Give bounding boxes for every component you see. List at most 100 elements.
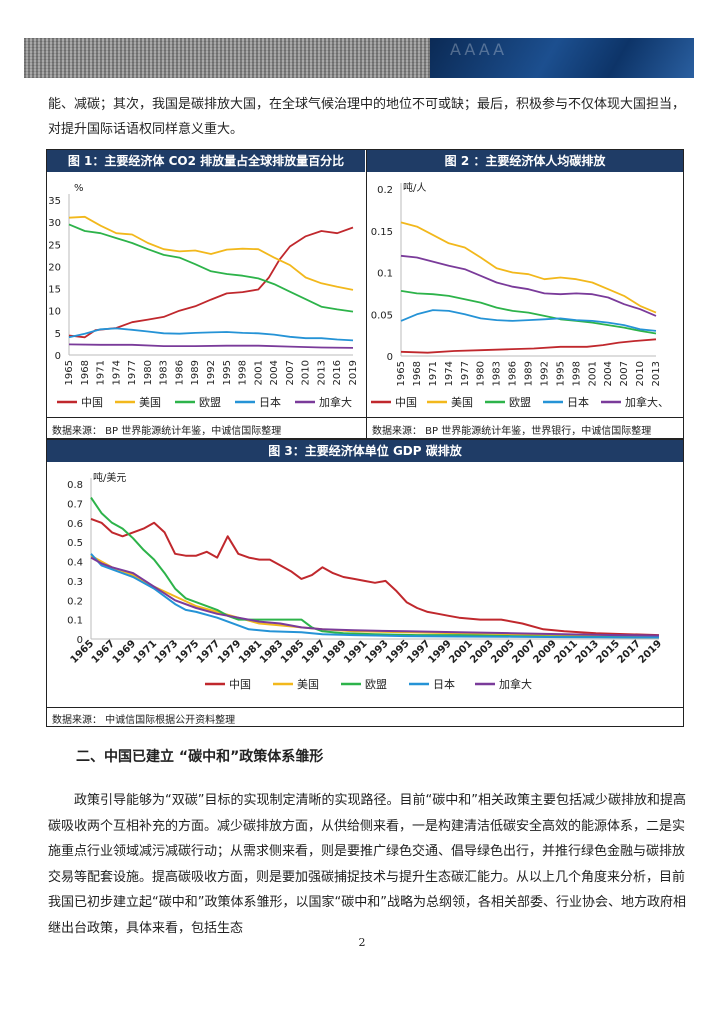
series-line-4	[400, 309, 657, 332]
fig2-source: 数据来源： BP 世界能源统计年鉴，世界银行，中诚信国际整理	[372, 426, 652, 437]
header-title: CCXI 热点专题	[432, 22, 520, 37]
series-line-3	[68, 223, 354, 313]
x-tick-label: 2001	[253, 360, 264, 385]
header-pattern-overlay	[24, 38, 430, 78]
y-tick-label: 0	[387, 352, 393, 363]
x-tick-label: 1965	[396, 361, 407, 386]
legend-label: 中国	[81, 396, 103, 409]
fig3-chart: 00.10.20.30.40.50.60.70.8吨/美元19651967196…	[67, 471, 664, 691]
legend-label: 欧盟	[365, 678, 387, 691]
y-tick-label: 0	[55, 351, 61, 362]
legend-label: 中国	[229, 678, 251, 691]
x-tick-label: 1992	[539, 361, 550, 386]
fig3-source-rule	[46, 707, 684, 708]
x-tick-label: 2004	[269, 360, 280, 385]
y-tick-label: 0.8	[67, 480, 83, 491]
fig3-title: 图 3：主要经济体单位 GDP 碳排放	[47, 440, 683, 462]
series-line-5	[400, 254, 657, 317]
intro-paragraph: 能、减碳；其次，我国是碳排放大国，在全球气候治理中的地位不可或缺；最后，积极参与…	[48, 97, 686, 137]
fig1-source: 数据来源： BP 世界能源统计年鉴，中诚信国际整理	[52, 426, 282, 437]
series-line-5	[90, 556, 660, 637]
y-tick-label: 10	[48, 307, 61, 318]
page-header: AAAA	[24, 38, 694, 78]
fig1-fig2-divider	[366, 149, 367, 439]
x-tick-label: 1965	[64, 360, 75, 385]
header-decoration: AAAA	[450, 40, 508, 59]
x-tick-label: 2001	[587, 361, 598, 386]
x-tick-label: 1971	[428, 361, 439, 386]
y-tick-label: 0.1	[67, 616, 83, 627]
x-tick-label: 1983	[159, 360, 170, 385]
legend-label: 美国	[451, 396, 473, 409]
legend-label: 日本	[259, 395, 281, 409]
x-tick-label: 2007	[619, 361, 630, 386]
y-tick-label: 0.05	[371, 310, 393, 321]
series-line-3	[90, 497, 660, 639]
x-tick-label: 2016	[332, 360, 343, 385]
y-tick-label: 0.2	[67, 596, 83, 607]
y-tick-label: 0.3	[67, 577, 83, 588]
x-tick-label: 1998	[571, 361, 582, 386]
series-line-2	[400, 221, 657, 314]
legend-label: 加拿大、	[625, 395, 669, 409]
y-tick-label: 0.5	[67, 538, 83, 549]
x-tick-label: 1968	[412, 361, 423, 386]
x-tick-label: 2010	[635, 361, 646, 386]
legend-label: 欧盟	[199, 396, 221, 409]
legend-label: 日本	[567, 395, 589, 409]
fig2-title: 图 2 ：主要经济体人均碳排放	[367, 150, 683, 172]
y-tick-label: 0.6	[67, 519, 83, 530]
y-tick-label: 0.1	[377, 269, 393, 280]
header-pattern	[24, 38, 430, 78]
y-axis-unit: 吨/美元	[93, 471, 126, 484]
section-heading: 二、中国已建立 “碳中和”政策体系雏形	[76, 749, 324, 765]
x-tick-label: 1989	[190, 360, 201, 385]
x-tick-label: 1989	[524, 361, 535, 386]
fig1-title: 图 1：主要经济体 CO2 排放量占全球排放量百分比	[47, 150, 365, 172]
figure-3-box	[46, 439, 684, 727]
y-tick-label: 0.4	[67, 558, 83, 569]
x-tick-label: 2019	[637, 638, 664, 665]
x-tick-label: 2019	[348, 360, 359, 385]
legend-label: 日本	[433, 677, 455, 691]
x-tick-label: 1968	[80, 360, 91, 385]
figure-1-2-box	[46, 149, 684, 439]
x-tick-label: 2013	[651, 361, 662, 386]
x-tick-label: 1980	[476, 361, 487, 386]
y-tick-label: 0	[77, 635, 83, 646]
y-tick-label: 25	[48, 240, 61, 251]
series-line-4	[90, 553, 660, 639]
x-tick-label: 2007	[285, 360, 296, 385]
x-tick-label: 1986	[174, 360, 185, 385]
y-tick-label: 5	[55, 329, 61, 340]
series-line-5	[68, 343, 354, 349]
x-tick-label: 1971	[96, 360, 107, 385]
x-tick-label: 1974	[444, 361, 455, 386]
x-tick-label: 1974	[111, 360, 122, 385]
fig1-chart: 0 5 10 15 20 25 30 35% 1965 1968 1971 1974 1977 1980 1…	[48, 183, 359, 409]
legend-label: 加拿大	[319, 395, 352, 409]
y-tick-label: 20	[48, 262, 61, 273]
x-tick-label: 1983	[492, 361, 503, 386]
y-axis-unit: 吨/人	[403, 181, 426, 194]
series-line-1	[68, 226, 354, 339]
x-tick-label: 1977	[460, 361, 471, 386]
series-line-3	[400, 290, 657, 335]
x-tick-label: 1980	[143, 360, 154, 385]
y-tick-label: 0.7	[67, 499, 83, 510]
y-axis-unit: %	[74, 183, 84, 194]
page-number: 2	[358, 936, 366, 949]
x-tick-label: 2010	[301, 360, 312, 385]
legend-label: 加拿大	[499, 677, 532, 691]
series-line-2	[90, 554, 660, 638]
y-tick-label: 0.2	[377, 185, 393, 196]
legend-label: 中国	[395, 396, 417, 409]
x-tick-label: 1986	[508, 361, 519, 386]
x-tick-label: 1977	[127, 360, 138, 385]
y-tick-label: 35	[48, 196, 61, 207]
series-line-4	[68, 327, 354, 342]
legend-label: 美国	[139, 396, 161, 409]
series-line-1	[90, 517, 660, 637]
x-tick-label: 2013	[316, 360, 327, 385]
x-tick-label: 2004	[603, 361, 614, 386]
